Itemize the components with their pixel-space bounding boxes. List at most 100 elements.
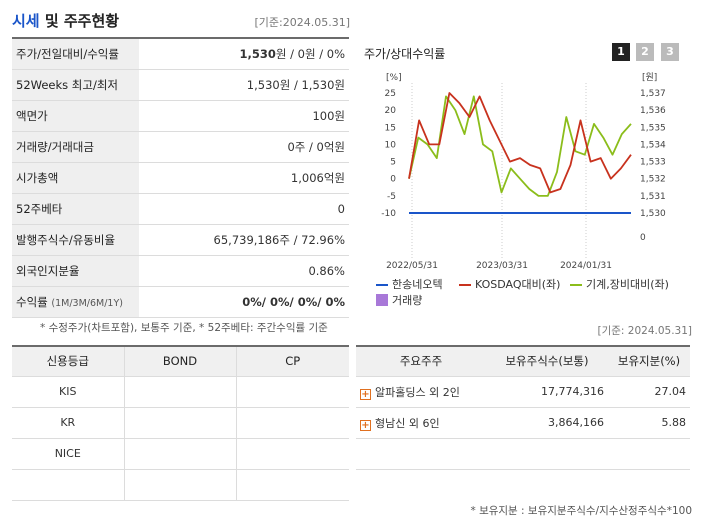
- y-right-tick: 1,535: [640, 123, 666, 133]
- y-left-tick: 25: [385, 89, 396, 99]
- legend-swatch: [570, 284, 582, 286]
- series-line: [408, 95, 632, 197]
- quote-value: 0주 / 0억원: [139, 131, 349, 163]
- holder-shares: 3,864,166: [486, 407, 608, 439]
- quote-label: 수익률 (1M/3M/6M/1Y): [12, 286, 139, 318]
- y-right-tick: 1,533: [640, 158, 666, 168]
- quote-row: 거래량/거래대금 0주 / 0억원: [12, 131, 349, 163]
- holder-name-cell: + 알파홀딩스 외 2인: [356, 376, 486, 408]
- y-left-tick: -10: [381, 209, 396, 219]
- col-header-bond: BOND: [124, 345, 237, 377]
- quote-value: 1,006억원: [139, 162, 349, 194]
- y-left-tick: 10: [385, 140, 397, 150]
- table-row: NICE: [12, 438, 349, 470]
- col-header-shares: 보유주식수(보통): [486, 345, 608, 377]
- holders-base-date: [기준: 2024.05.31]: [597, 325, 692, 337]
- y-left-tick: 20: [385, 106, 397, 116]
- table-cell: [124, 469, 237, 501]
- holder-pct: 5.88: [608, 407, 690, 439]
- quote-row: 외국인지분율 0.86%: [12, 255, 349, 287]
- y-left-tick: -5: [387, 192, 396, 202]
- table-cell: [236, 407, 349, 439]
- y-right-tick: 1,537: [640, 89, 666, 99]
- quote-label: 거래량/거래대금: [12, 131, 139, 163]
- table-cell: NICE: [12, 438, 125, 470]
- quote-row: 발행주식수/유동비율 65,739,186주 / 72.96%: [12, 224, 349, 256]
- y-right-tick: 1,534: [640, 140, 666, 150]
- holder-name: 알파홀딩스 외 2인: [375, 385, 460, 399]
- holder-pct: 27.04: [608, 376, 690, 408]
- major-holders-table: 주요주주 보유주식수(보통) 보유지분(%) + 알파홀딩스 외 2인 17,774…: [356, 345, 690, 470]
- section-title: 시세 및 주주현황: [12, 12, 120, 30]
- holder-name: 형남신 외 6인: [375, 416, 440, 430]
- col-header-cp: CP: [236, 345, 349, 377]
- chart-tab-1[interactable]: 1: [612, 43, 630, 61]
- y-right-tick: 1,530: [640, 209, 666, 219]
- col-header-holder: 주요주주: [356, 345, 486, 377]
- holder-shares: 17,774,316: [486, 376, 608, 408]
- table-row: + 형남신 외 6인 3,864,166 5.88: [356, 407, 690, 439]
- quote-table: 주가/전일대비/수익률 1,530원 / 0원 / 0% 52Weeks 최고/최저…: [12, 37, 349, 318]
- holder-name-cell: + 형남신 외 6인: [356, 407, 486, 439]
- legend-swatch: [376, 284, 388, 286]
- table-row: KIS: [12, 376, 349, 408]
- table-cell: [124, 407, 237, 439]
- table-row: + 알파홀딩스 외 2인 17,774,316 27.04: [356, 376, 690, 408]
- quote-value: 0.86%: [139, 255, 349, 287]
- table-cell: [124, 376, 237, 408]
- chart-tab-2[interactable]: 2: [636, 43, 654, 61]
- table-row: [12, 469, 349, 501]
- quote-value: 1,530원 / 0원 / 0%: [139, 37, 349, 70]
- quote-value: 0%/ 0%/ 0%/ 0%: [139, 286, 349, 318]
- table-cell: [236, 376, 349, 408]
- table-row: KR: [12, 407, 349, 439]
- table-row: [356, 438, 690, 470]
- table-cell: KR: [12, 407, 125, 439]
- price-relative-return-chart: [%] [원] 25 20 15 10 5 0 -5 -10 1,537 1,536 1,535 1,53…: [381, 72, 666, 271]
- holders-footnote: * 보유지분 : 보유지분주식수/지수산정주식수*100: [470, 505, 692, 517]
- y-left-unit: [%]: [386, 73, 402, 83]
- y-right-tick: 1,531: [640, 192, 666, 202]
- y-left-tick: 5: [390, 158, 396, 168]
- table-cell: [236, 469, 349, 501]
- table-cell: [236, 438, 349, 470]
- legend-swatch: [376, 294, 388, 306]
- quote-row: 주가/전일대비/수익률 1,530원 / 0원 / 0%: [12, 37, 349, 70]
- quote-label: 주가/전일대비/수익률: [12, 37, 139, 70]
- x-tick: 2022/05/31: [386, 261, 438, 271]
- legend-item-machinery: 기계,장비대비(좌): [570, 276, 669, 292]
- table-cell: [124, 438, 237, 470]
- table-cell: KIS: [12, 376, 125, 408]
- chart-title: 주가/상대수익률: [364, 47, 446, 61]
- table-cell: [12, 469, 125, 501]
- y-right-tick: 0: [640, 233, 646, 243]
- credit-rating-table: 신용등급 BOND CP KIS KR NICE: [12, 345, 349, 501]
- base-date: [기준:2024.05.31]: [254, 16, 350, 29]
- quote-row: 52Weeks 최고/최저 1,530원 / 1,530원: [12, 69, 349, 101]
- quote-value: 0: [139, 193, 349, 225]
- y-left-tick: 0: [390, 175, 396, 185]
- expand-icon[interactable]: +: [360, 419, 371, 431]
- quote-value: 1,530원 / 1,530원: [139, 69, 349, 101]
- quote-label: 52Weeks 최고/최저: [12, 69, 139, 101]
- quote-label: 발행주식수/유동비율: [12, 224, 139, 256]
- x-tick: 2024/01/31: [560, 261, 612, 271]
- legend-item-kosdaq: KOSDAQ대비(좌): [459, 276, 560, 292]
- quote-row: 52주베타 0: [12, 193, 349, 225]
- quote-label: 52주베타: [12, 193, 139, 225]
- x-tick: 2023/03/31: [476, 261, 528, 271]
- quote-value: 100원: [139, 100, 349, 132]
- y-left-tick: 15: [385, 123, 396, 133]
- y-right-unit: [원]: [642, 72, 657, 83]
- quote-label: 시가총액: [12, 162, 139, 194]
- y-right-tick: 1,532: [640, 175, 666, 185]
- series-line: [408, 92, 632, 194]
- y-right-tick: 1,536: [640, 106, 666, 116]
- quote-label: 외국인지분율: [12, 255, 139, 287]
- quote-row: 수익률 (1M/3M/6M/1Y) 0%/ 0%/ 0%/ 0%: [12, 286, 349, 318]
- quote-row: 액면가 100원: [12, 100, 349, 132]
- col-header-rating: 신용등급: [12, 345, 125, 377]
- col-header-pct: 보유지분(%): [608, 345, 690, 377]
- expand-icon[interactable]: +: [360, 388, 371, 400]
- chart-tab-3[interactable]: 3: [661, 43, 679, 61]
